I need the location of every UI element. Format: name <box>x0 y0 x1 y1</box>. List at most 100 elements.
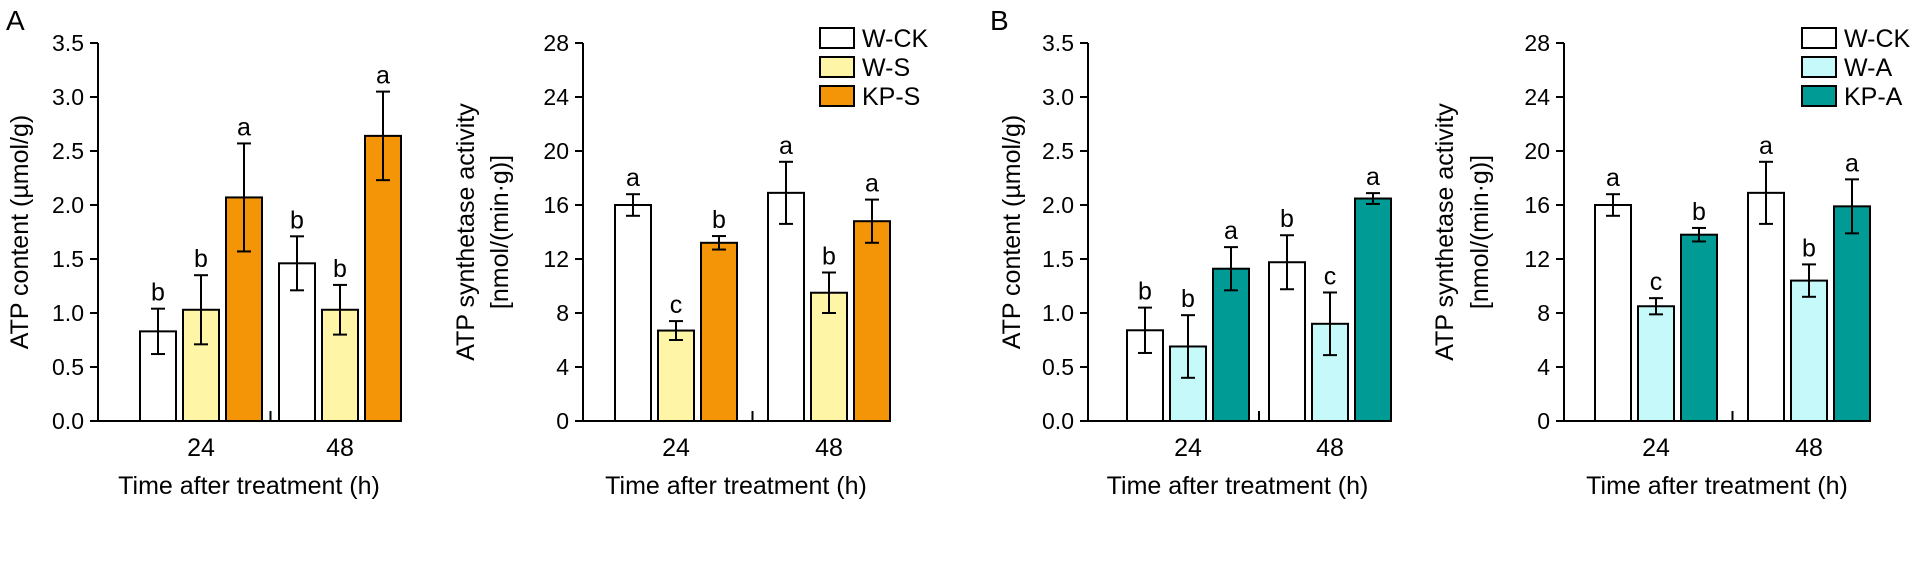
legend-swatch <box>819 27 855 49</box>
y-tick-label: 16 <box>1524 192 1550 218</box>
y-tick-label: 3.0 <box>1042 84 1074 110</box>
bar-w-ck <box>1747 191 1785 422</box>
y-tick-label: 3.5 <box>1042 30 1074 56</box>
significance-letter: a <box>1366 163 1380 191</box>
y-tick-label: 1.0 <box>1042 300 1074 326</box>
significance-letter: b <box>712 206 726 234</box>
y-axis-title: ATP synthetase activity <box>452 103 480 361</box>
y-tick-label: 4 <box>556 354 569 380</box>
y-tick-label: 1.0 <box>52 300 84 326</box>
y-tick-label: 3.5 <box>52 30 84 56</box>
legend-label: KP-A <box>1844 83 1903 111</box>
y-tick-label: 0 <box>556 408 569 434</box>
significance-letter: b <box>290 206 304 234</box>
legend-swatch <box>1801 56 1837 78</box>
y-axis-title: ATP synthetase activity <box>1431 103 1459 361</box>
significance-letter: c <box>1650 268 1663 296</box>
significance-letter: b <box>194 245 208 273</box>
y-tick-label: 3.0 <box>52 84 84 110</box>
significance-letter: b <box>1692 198 1706 226</box>
bar-w-s <box>657 329 695 422</box>
legend-swatch <box>1801 27 1837 49</box>
x-category-label: 24 <box>187 434 215 462</box>
bar-w-ck <box>614 204 652 422</box>
y-tick-label: 1.5 <box>1042 246 1074 272</box>
y-tick-label: 28 <box>1524 30 1550 56</box>
y-tick-label: 8 <box>556 300 569 326</box>
y-tick-label: 2.0 <box>1042 192 1074 218</box>
y-tick-label: 2.5 <box>1042 138 1074 164</box>
bar-kp-s <box>364 134 402 422</box>
y-tick-label: 28 <box>543 30 569 56</box>
significance-letter: c <box>670 291 683 319</box>
bar-w-ck <box>1594 204 1632 422</box>
y-tick-label: 0.0 <box>1042 408 1074 434</box>
legend-label: W-A <box>1844 54 1892 82</box>
y-tick-label: 0.5 <box>52 354 84 380</box>
bar-w-a <box>1637 305 1675 422</box>
x-axis-title: Time after treatment (h) <box>1107 472 1369 500</box>
x-category-label: 24 <box>1642 434 1670 462</box>
significance-letter: b <box>822 243 836 271</box>
y-tick-label: 12 <box>543 246 569 272</box>
y-tick-label: 12 <box>1524 246 1550 272</box>
y-tick-label: 4 <box>1537 354 1550 380</box>
significance-letter: a <box>626 164 640 192</box>
bar-w-a <box>1790 279 1828 422</box>
y-tick-label: 8 <box>1537 300 1550 326</box>
x-category-label: 48 <box>326 434 354 462</box>
x-category-label: 24 <box>1174 434 1202 462</box>
y-axis-title-unit: [nmol/(min·g)] <box>1466 155 1494 309</box>
legend-label: KP-S <box>862 83 920 111</box>
bar-kp-s <box>853 220 891 422</box>
legend-swatch <box>819 56 855 78</box>
y-tick-label: 24 <box>543 84 569 110</box>
y-tick-label: 2.0 <box>52 192 84 218</box>
panel-label-a: A <box>6 5 25 36</box>
bar-kp-a <box>1833 205 1871 422</box>
significance-letter: c <box>1324 262 1337 290</box>
significance-letter: b <box>151 279 165 307</box>
significance-letter: a <box>1759 132 1773 160</box>
chart-atp-content-b: 0.0 0.5 1.0 1.5 2.0 2.5 3.0 3.5 24 48 Time after t… <box>998 30 1392 500</box>
significance-letter: a <box>779 132 793 160</box>
y-tick-label: 0 <box>1537 408 1550 434</box>
x-category-label: 48 <box>1316 434 1344 462</box>
bar-kp-a <box>1680 233 1718 422</box>
significance-letter: a <box>1845 149 1859 177</box>
x-category-label: 24 <box>662 434 690 462</box>
y-tick-label: 0.5 <box>1042 354 1074 380</box>
legend-swatch <box>819 85 855 107</box>
x-category-label: 48 <box>1795 434 1823 462</box>
significance-letter: b <box>1138 278 1152 306</box>
y-tick-label: 24 <box>1524 84 1550 110</box>
y-tick-label: 20 <box>1524 138 1550 164</box>
y-tick-label: 1.5 <box>52 246 84 272</box>
y-tick-label: 2.5 <box>52 138 84 164</box>
bar-w-ck <box>767 191 805 422</box>
bar-w-s <box>810 291 848 422</box>
significance-letter: a <box>376 62 390 90</box>
significance-letter: b <box>1280 205 1294 233</box>
y-tick-label: 20 <box>543 138 569 164</box>
significance-letter: b <box>1802 234 1816 262</box>
significance-letter: a <box>237 113 251 141</box>
significance-letter: a <box>1224 217 1238 245</box>
panel-label-b: B <box>990 5 1009 36</box>
x-category-label: 48 <box>815 434 843 462</box>
significance-letter: a <box>1606 164 1620 192</box>
x-axis-title: Time after treatment (h) <box>1586 472 1848 500</box>
significance-letter: a <box>865 170 879 198</box>
significance-letter: b <box>1181 285 1195 313</box>
significance-letter: b <box>333 255 347 283</box>
bar-kp-s <box>700 241 738 422</box>
legend-swatch <box>1801 85 1837 107</box>
legend-label: W-CK <box>1844 25 1911 53</box>
bar-kp-a <box>1212 267 1250 422</box>
x-axis-title: Time after treatment (h) <box>118 472 380 500</box>
y-axis-title-unit: [nmol/(min·g)] <box>486 155 514 309</box>
x-axis-title: Time after treatment (h) <box>605 472 867 500</box>
bar-kp-a <box>1354 197 1392 422</box>
